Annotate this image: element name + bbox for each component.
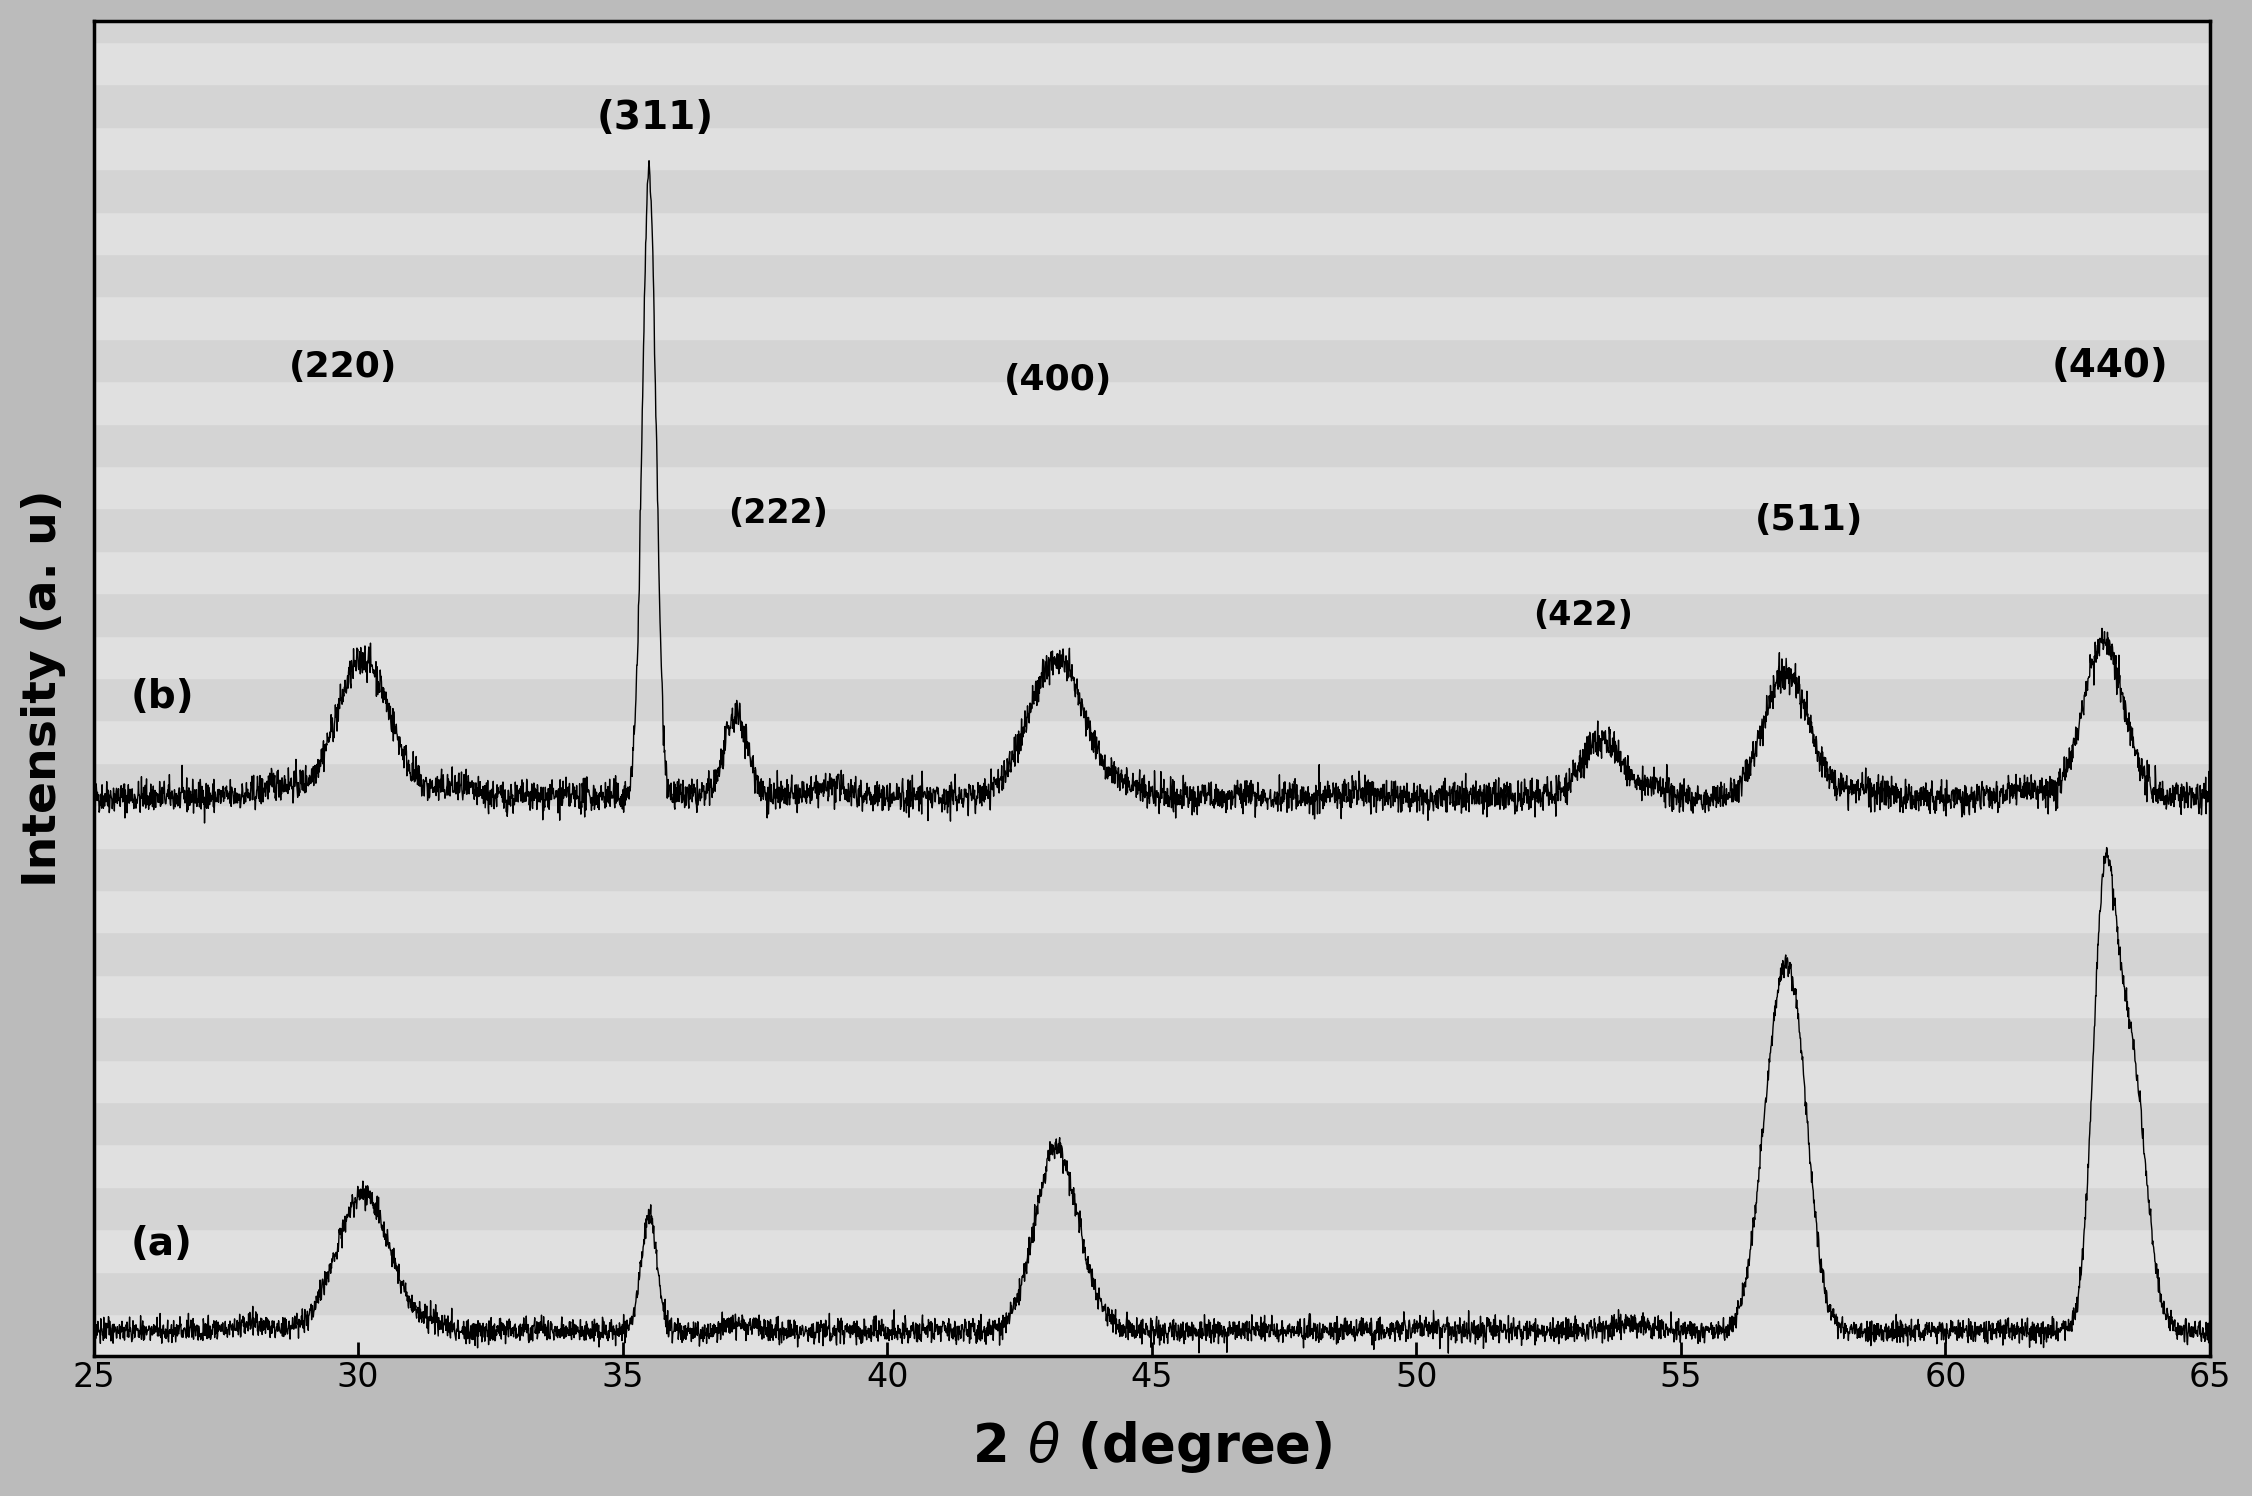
Text: (a): (a): [131, 1225, 191, 1263]
Bar: [95, 509, 2209, 551]
Bar: [95, 1272, 2209, 1313]
Bar: [95, 254, 2209, 296]
Bar: [95, 1144, 2209, 1186]
X-axis label: 2 $\theta$ (degree): 2 $\theta$ (degree): [971, 1420, 1331, 1475]
Bar: [95, 975, 2209, 1017]
Text: (422): (422): [1534, 598, 1633, 631]
Bar: [95, 296, 2209, 338]
Bar: [95, 678, 2209, 721]
Bar: [95, 1017, 2209, 1059]
Bar: [95, 848, 2209, 890]
Bar: [95, 932, 2209, 975]
Bar: [95, 381, 2209, 423]
Bar: [95, 594, 2209, 636]
Text: (400): (400): [1004, 362, 1112, 396]
Bar: [95, 465, 2209, 509]
Bar: [95, 1103, 2209, 1144]
Bar: [95, 1186, 2209, 1230]
Bar: [95, 721, 2209, 763]
Bar: [95, 1313, 2209, 1357]
Text: (b): (b): [131, 678, 194, 715]
Bar: [95, 169, 2209, 211]
Y-axis label: Intensity (a. u): Intensity (a. u): [20, 489, 65, 887]
Bar: [95, 338, 2209, 381]
Bar: [95, 890, 2209, 932]
Text: (222): (222): [727, 497, 829, 530]
Bar: [95, 805, 2209, 848]
Bar: [95, 42, 2209, 84]
Text: (511): (511): [1754, 503, 1862, 537]
Text: (220): (220): [288, 350, 399, 384]
Bar: [95, 211, 2209, 254]
Bar: [95, 1059, 2209, 1103]
Bar: [95, 763, 2209, 805]
Bar: [95, 127, 2209, 169]
Bar: [95, 0, 2209, 42]
Bar: [95, 84, 2209, 127]
Bar: [95, 423, 2209, 465]
Text: (440): (440): [2052, 347, 2169, 384]
Bar: [95, 551, 2209, 594]
Bar: [95, 1230, 2209, 1272]
Text: (311): (311): [597, 99, 714, 138]
Bar: [95, 636, 2209, 678]
